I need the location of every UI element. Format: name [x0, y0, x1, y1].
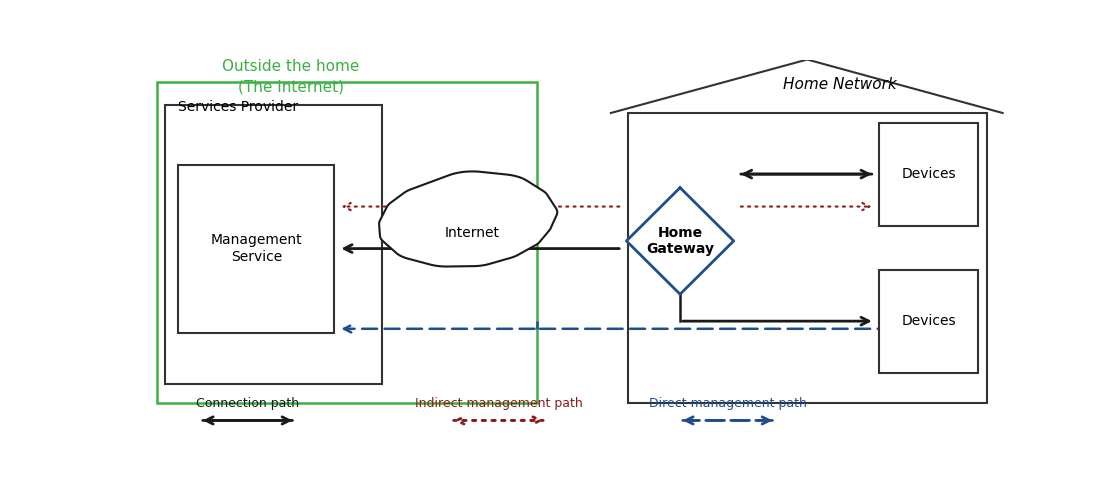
Circle shape — [393, 233, 456, 261]
Circle shape — [386, 195, 455, 226]
Circle shape — [464, 174, 533, 205]
Text: Home Network: Home Network — [783, 77, 897, 92]
Circle shape — [491, 198, 557, 227]
Circle shape — [441, 239, 503, 266]
FancyBboxPatch shape — [879, 270, 979, 372]
Text: Internet: Internet — [445, 226, 500, 240]
Text: Devices: Devices — [902, 167, 956, 181]
FancyBboxPatch shape — [879, 123, 979, 226]
Circle shape — [400, 186, 469, 216]
Text: Direct management path: Direct management path — [648, 397, 807, 410]
Circle shape — [464, 233, 525, 260]
Polygon shape — [626, 187, 733, 294]
Text: Connection path: Connection path — [196, 397, 299, 410]
Text: Devices: Devices — [902, 314, 956, 328]
Text: Outside the home
(The Internet): Outside the home (The Internet) — [222, 60, 359, 94]
Circle shape — [489, 212, 551, 240]
Text: Indirect management path: Indirect management path — [414, 397, 583, 410]
Text: Services Provider: Services Provider — [179, 100, 299, 114]
Circle shape — [481, 224, 541, 250]
Circle shape — [436, 172, 509, 203]
Text: Home
Gateway: Home Gateway — [646, 226, 714, 256]
Circle shape — [418, 183, 483, 211]
Text: Management
Service: Management Service — [211, 234, 302, 264]
Circle shape — [379, 209, 445, 238]
Circle shape — [414, 238, 479, 266]
Circle shape — [483, 185, 549, 213]
Polygon shape — [379, 172, 557, 266]
FancyBboxPatch shape — [179, 165, 334, 333]
Circle shape — [379, 221, 444, 249]
